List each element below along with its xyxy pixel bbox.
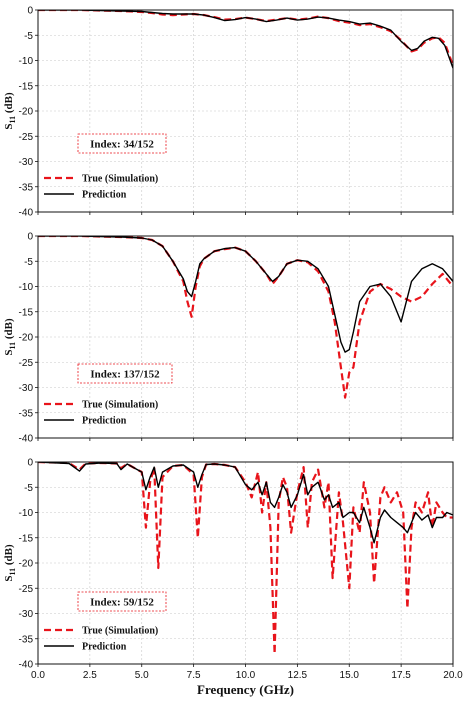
y-tick-label: -5 — [24, 257, 33, 268]
y-axis-label: S11 (dB) — [3, 544, 17, 582]
y-tick-label: 0 — [27, 458, 33, 469]
series-group — [38, 462, 453, 656]
x-axis-label: Frequency (GHz) — [197, 682, 294, 697]
x-tick-label: 0.0 — [31, 670, 45, 681]
x-tick-label: 7.5 — [187, 670, 201, 681]
y-tick-label: -10 — [19, 282, 34, 293]
y-tick-label: -25 — [19, 132, 34, 143]
y-axis-label: S11 (dB) — [3, 318, 17, 356]
y-tick-label: -30 — [19, 383, 34, 394]
x-tick-label: 17.5 — [391, 670, 411, 681]
y-tick-label: -20 — [19, 107, 34, 118]
legend-label: True (Simulation) — [82, 174, 158, 185]
plot-frame — [37, 461, 454, 665]
y-axis-label: S11 (dB) — [3, 92, 17, 130]
legend-label: True (Simulation) — [82, 626, 158, 637]
x-tick-label: 5.0 — [135, 670, 149, 681]
y-tick-label: -35 — [19, 182, 34, 193]
y-tick-label: -35 — [19, 408, 34, 419]
legend-label: Prediction — [82, 642, 127, 653]
y-tick-label: -35 — [19, 634, 34, 645]
x-tick-label: 12.5 — [288, 670, 308, 681]
y-tick-label: -10 — [19, 56, 34, 67]
series-line-prediction — [38, 10, 453, 69]
y-tick-label: 0 — [27, 232, 33, 243]
y-tick-label: -10 — [19, 508, 34, 519]
chart-panel-1: 0 -5 -10 -15 -20 -25 -30 -35 -40 S11 (dB) Index: 3… — [3, 6, 454, 219]
series-line-prediction — [38, 236, 453, 353]
y-tick-label: 0 — [27, 6, 33, 17]
y-tick-label: -40 — [19, 434, 34, 445]
index-label: Index: 34/152 — [90, 139, 154, 151]
series-line-prediction — [38, 462, 453, 544]
legend-label: Prediction — [82, 190, 127, 201]
index-label-box — [77, 133, 167, 154]
chart-panel-2: 0 -5 -10 -15 -20 -25 -30 -35 -40 S11 (dB) Index: 1… — [3, 232, 454, 445]
x-tick-label: 10.0 — [236, 670, 256, 681]
y-tick-label: -30 — [19, 157, 34, 168]
series-group — [38, 10, 453, 69]
y-tick-label: -30 — [19, 609, 34, 620]
chart-panel-3: 0 -5 -10 -15 -20 -25 -30 -35 -400.0 2.5 5.0 7.5 10.0… — [3, 458, 463, 698]
index-label: Index: 59/152 — [90, 597, 154, 609]
y-tick-label: -5 — [24, 483, 33, 494]
index-label: Index: 137/152 — [90, 369, 160, 381]
y-tick-label: -20 — [19, 559, 34, 570]
y-tick-label: -40 — [19, 660, 34, 671]
legend-label: True (Simulation) — [82, 400, 158, 411]
y-tick-label: -20 — [19, 333, 34, 344]
y-tick-label: -15 — [19, 533, 34, 544]
x-tick-label: 15.0 — [340, 670, 360, 681]
y-tick-label: -5 — [24, 31, 33, 42]
y-tick-label: -15 — [19, 307, 34, 318]
y-tick-label: -25 — [19, 584, 34, 595]
plot-frame — [37, 9, 454, 213]
plot-frame — [37, 235, 454, 439]
y-tick-label: -25 — [19, 358, 34, 369]
series-line-true-simulation — [38, 236, 453, 399]
y-tick-label: -40 — [19, 208, 34, 219]
index-label-box — [77, 363, 173, 384]
index-label-box — [77, 591, 167, 612]
x-tick-label: 20.0 — [443, 670, 463, 681]
series-group — [38, 236, 453, 399]
y-tick-label: -15 — [19, 81, 34, 92]
legend-label: Prediction — [82, 416, 127, 427]
x-tick-label: 2.5 — [83, 670, 97, 681]
